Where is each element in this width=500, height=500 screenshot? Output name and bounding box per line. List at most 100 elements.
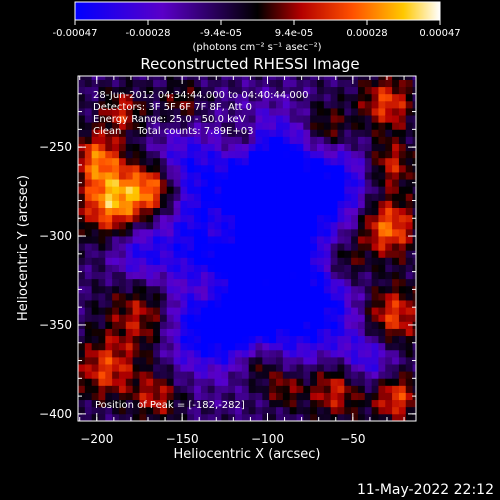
heatmap-cell bbox=[303, 285, 311, 294]
heatmap-cell bbox=[228, 356, 236, 365]
heatmap-cell bbox=[316, 79, 325, 88]
heatmap-cell bbox=[98, 243, 106, 251]
heatmap-cell bbox=[398, 243, 407, 251]
heatmap-cell bbox=[98, 342, 106, 351]
heatmap-cell bbox=[200, 278, 209, 287]
heatmap-cell bbox=[351, 356, 359, 365]
heatmap-cell bbox=[316, 172, 325, 180]
heatmap-cell bbox=[194, 179, 202, 187]
heatmap-cell bbox=[200, 250, 209, 258]
heatmap-cell bbox=[187, 285, 195, 294]
heatmap-cell bbox=[84, 115, 93, 123]
heatmap-cell bbox=[262, 86, 270, 95]
heatmap-cell bbox=[364, 236, 373, 244]
heatmap-cell bbox=[262, 93, 270, 102]
heatmap-cell bbox=[337, 172, 345, 180]
heatmap-cell bbox=[303, 108, 311, 116]
heatmap-cell bbox=[398, 250, 407, 258]
heatmap-cell bbox=[112, 328, 120, 337]
heatmap-cell bbox=[180, 271, 188, 280]
heatmap-cell bbox=[385, 278, 393, 287]
heatmap-cell bbox=[296, 179, 304, 187]
heatmap-cell bbox=[153, 314, 161, 322]
heatmap-cell bbox=[200, 364, 209, 372]
heatmap-cell bbox=[105, 364, 113, 372]
heatmap-cell bbox=[214, 300, 222, 308]
heatmap-cell bbox=[84, 236, 93, 244]
heatmap-cell bbox=[248, 243, 256, 251]
heatmap-cell bbox=[276, 342, 284, 351]
heatmap-cell bbox=[412, 271, 416, 280]
heatmap-cell bbox=[118, 278, 127, 287]
heatmap-cell bbox=[159, 285, 168, 294]
heatmap-cell bbox=[351, 200, 359, 208]
heatmap-cell bbox=[146, 86, 154, 95]
heatmap-cell bbox=[235, 150, 243, 159]
heatmap-cell bbox=[357, 378, 366, 386]
heatmap-cell bbox=[173, 250, 181, 258]
heatmap-cell bbox=[303, 214, 311, 223]
heatmap-cell bbox=[269, 321, 277, 329]
heatmap-cell bbox=[214, 76, 222, 80]
heatmap-cell bbox=[357, 79, 366, 88]
heatmap-cell bbox=[262, 378, 270, 386]
heatmap-cell bbox=[125, 271, 134, 280]
heatmap-cell bbox=[289, 214, 297, 223]
heatmap-cell bbox=[221, 385, 229, 393]
heatmap-cell bbox=[392, 250, 400, 258]
heatmap-cell bbox=[303, 328, 311, 337]
heatmap-cell bbox=[269, 342, 277, 351]
heatmap-cell bbox=[398, 228, 407, 237]
heatmap-cell bbox=[221, 399, 229, 408]
heatmap-cell bbox=[378, 349, 386, 358]
heatmap-cell bbox=[112, 236, 120, 244]
heatmap-cell bbox=[207, 321, 215, 329]
heatmap-cell bbox=[84, 172, 93, 180]
heatmap-cell bbox=[357, 342, 366, 351]
heatmap-cell bbox=[378, 300, 386, 308]
heatmap-cell bbox=[405, 371, 413, 379]
heatmap-cell bbox=[187, 292, 195, 301]
heatmap-cell bbox=[392, 129, 400, 137]
heatmap-cell bbox=[235, 406, 243, 415]
heatmap-cell bbox=[351, 278, 359, 287]
heatmap-cell bbox=[235, 214, 243, 223]
heatmap-cell bbox=[228, 292, 236, 301]
heatmap-cell bbox=[200, 179, 209, 187]
heatmap-cell bbox=[132, 214, 140, 223]
heatmap-cell bbox=[262, 122, 270, 130]
heatmap-cell bbox=[112, 179, 120, 187]
heatmap-cell bbox=[200, 257, 209, 265]
heatmap-cell bbox=[405, 122, 413, 130]
heatmap-cell bbox=[91, 321, 99, 329]
heatmap-cell bbox=[105, 228, 113, 237]
heatmap-cell bbox=[282, 228, 291, 237]
heatmap-cell bbox=[371, 250, 379, 258]
heatmap-cell bbox=[296, 157, 304, 166]
heatmap-cell bbox=[344, 321, 352, 329]
heatmap-cell bbox=[118, 179, 127, 187]
heatmap-cell bbox=[296, 228, 304, 237]
heatmap-cell bbox=[351, 221, 359, 230]
heatmap-cell bbox=[132, 300, 140, 308]
heatmap-cell bbox=[378, 406, 386, 415]
heatmap-cell bbox=[282, 221, 291, 230]
heatmap-cell bbox=[200, 157, 209, 166]
heatmap-cell bbox=[173, 172, 181, 180]
heatmap-cell bbox=[392, 406, 400, 415]
heatmap-cell bbox=[105, 335, 113, 344]
heatmap-cell bbox=[385, 179, 393, 187]
heatmap-cell bbox=[330, 122, 338, 130]
chart-title: Reconstructed RHESSI Image bbox=[140, 55, 359, 73]
heatmap-cell bbox=[378, 378, 386, 386]
heatmap-cell bbox=[303, 342, 311, 351]
heatmap-cell bbox=[248, 364, 256, 372]
heatmap-cell bbox=[118, 328, 127, 337]
heatmap-cell bbox=[378, 221, 386, 230]
heatmap-cell bbox=[398, 406, 407, 415]
heatmap-cell bbox=[364, 257, 373, 265]
heatmap-cell bbox=[98, 385, 106, 393]
heatmap-cell bbox=[269, 250, 277, 258]
heatmap-cell bbox=[255, 300, 263, 308]
heatmap-cell bbox=[132, 93, 140, 102]
